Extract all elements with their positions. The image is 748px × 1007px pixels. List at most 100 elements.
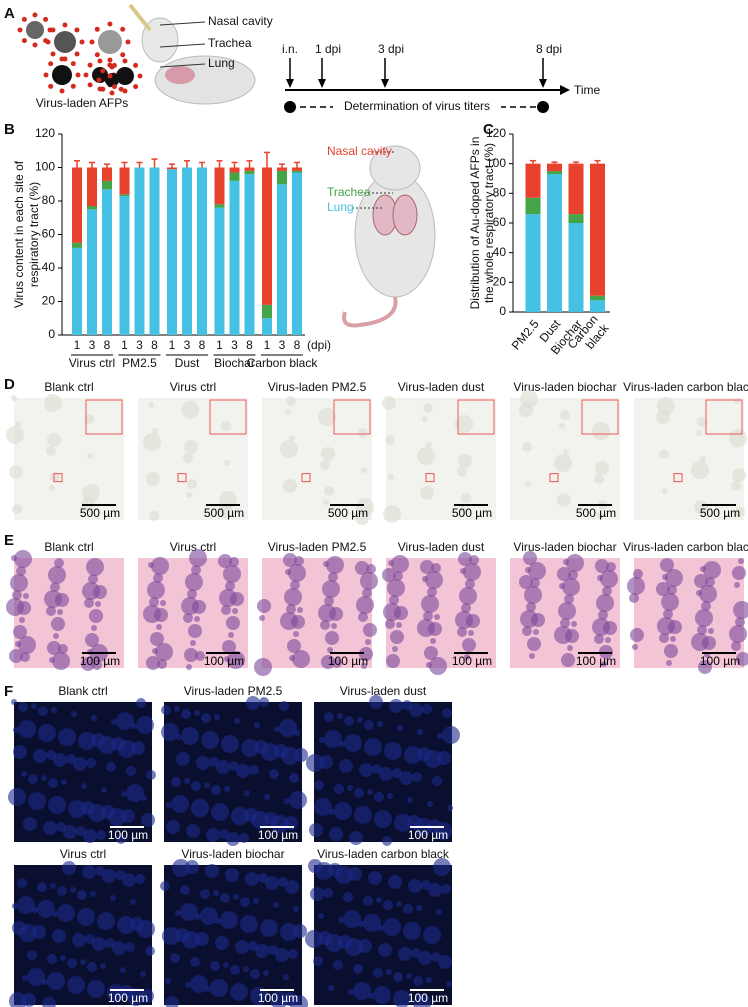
micro-texture xyxy=(84,598,94,608)
micro-texture xyxy=(236,764,250,778)
micro-texture xyxy=(50,883,56,889)
micro-texture xyxy=(533,629,539,635)
micro-texture xyxy=(568,570,578,580)
micro-texture xyxy=(458,454,472,468)
virus-spike xyxy=(94,26,100,32)
micro-texture xyxy=(522,626,532,636)
micro-texture xyxy=(231,807,249,825)
bar-segment xyxy=(292,167,302,171)
micro-texture xyxy=(101,787,107,793)
bar-segment xyxy=(292,170,302,173)
micro-texture xyxy=(417,729,423,735)
micro-texture xyxy=(315,862,333,880)
image-caption: Virus-laden biochar xyxy=(513,540,616,554)
micro-texture xyxy=(47,972,65,990)
micro-texture xyxy=(166,820,180,834)
virus-spike xyxy=(59,88,65,94)
micro-texture xyxy=(63,825,77,839)
bar-segment xyxy=(229,172,240,181)
roi xyxy=(53,473,63,483)
micro-texture xyxy=(736,652,748,666)
micro-texture xyxy=(234,718,240,724)
micro-texture xyxy=(150,632,164,646)
micro-texture xyxy=(557,567,571,581)
micro-texture xyxy=(600,570,618,588)
micro-texture xyxy=(436,909,442,915)
micro-texture xyxy=(461,493,471,503)
micro-texture xyxy=(659,449,669,459)
micro-texture xyxy=(143,433,161,451)
micro-texture xyxy=(156,624,162,630)
event-head xyxy=(539,79,547,88)
micro-texture xyxy=(146,770,156,780)
micro-texture xyxy=(111,719,117,725)
micro-texture xyxy=(220,911,238,929)
event-label: 8 dpi xyxy=(536,42,562,56)
micro-texture xyxy=(223,962,229,968)
inset xyxy=(581,399,619,435)
micro-texture xyxy=(364,738,382,756)
micro-texture xyxy=(627,577,645,595)
micro-texture xyxy=(386,654,400,668)
micro-texture xyxy=(424,750,442,768)
micro-texture xyxy=(171,795,189,813)
micro-texture xyxy=(566,554,584,572)
micro-texture xyxy=(733,601,748,619)
virus-spike xyxy=(100,68,106,74)
micro-texture xyxy=(225,868,239,882)
micro-texture xyxy=(562,578,580,596)
micro-texture xyxy=(200,889,210,899)
bar-segment xyxy=(119,194,130,196)
micro-texture xyxy=(250,969,260,979)
x-tick-label: 3 xyxy=(279,338,286,352)
micro-texture xyxy=(297,607,303,613)
micro-texture xyxy=(290,995,308,1007)
micro-texture xyxy=(160,881,170,891)
virus-spike xyxy=(32,12,38,18)
micro-texture xyxy=(428,622,442,636)
micro-texture xyxy=(154,608,168,622)
micro-texture xyxy=(571,621,577,627)
micro-texture xyxy=(38,724,56,742)
micro-texture xyxy=(53,753,67,767)
image-caption: Virus-laden carbon black xyxy=(623,540,748,554)
micro-texture xyxy=(21,771,27,777)
micro-texture xyxy=(416,905,422,911)
micro-texture xyxy=(182,931,200,949)
micro-texture xyxy=(180,903,198,921)
micro-texture xyxy=(343,892,353,902)
y-tick-label: 80 xyxy=(493,186,507,200)
micro-texture xyxy=(525,481,531,487)
micro-texture xyxy=(461,603,471,613)
micro-texture xyxy=(592,422,610,440)
micro-texture xyxy=(54,558,64,568)
micro-texture xyxy=(254,722,260,728)
micro-texture xyxy=(365,639,371,645)
micro-texture xyxy=(695,609,713,627)
y-axis-label: Distribution of Au-doped AFPs in xyxy=(468,137,482,310)
virus-spike xyxy=(48,83,54,89)
micro-texture xyxy=(598,610,608,620)
micro-texture xyxy=(174,706,180,712)
micro-texture xyxy=(378,943,392,957)
micro-texture xyxy=(305,930,323,948)
micro-texture xyxy=(460,506,466,512)
micro-texture xyxy=(561,653,575,667)
micro-texture xyxy=(180,885,190,895)
micro-texture xyxy=(289,435,295,441)
micro-texture xyxy=(462,638,476,652)
panel-label: D xyxy=(4,376,15,393)
y-tick-label: 100 xyxy=(35,160,55,174)
micro-texture xyxy=(396,901,402,907)
micro-texture xyxy=(670,636,676,642)
image-caption: Virus-laden carbon black xyxy=(623,380,748,394)
virus-spike xyxy=(97,58,103,64)
virus-spike xyxy=(50,27,56,33)
micro-texture xyxy=(431,563,441,573)
bar-segment xyxy=(590,163,605,296)
micro-texture xyxy=(210,961,220,971)
micro-texture xyxy=(289,773,299,783)
micro-texture xyxy=(191,799,209,817)
bar-segment xyxy=(262,318,272,335)
micro-texture xyxy=(172,859,190,877)
